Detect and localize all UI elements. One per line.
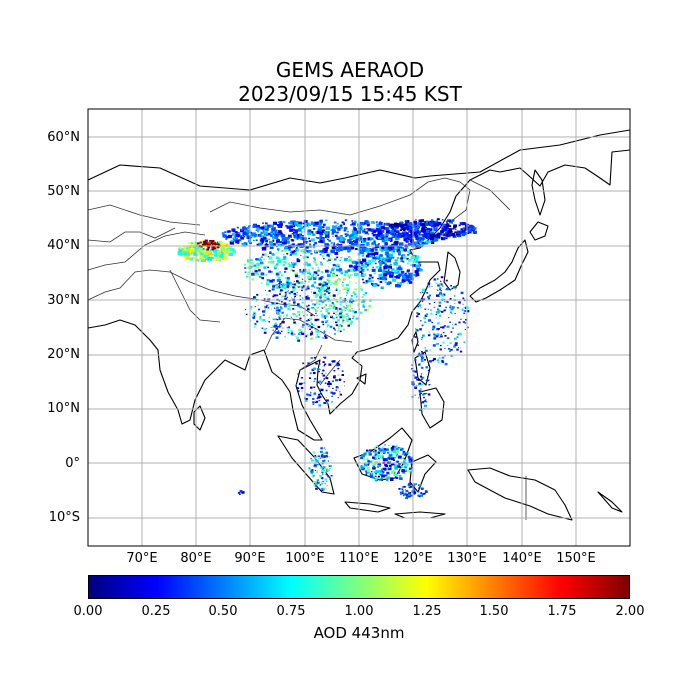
map-subtitle: 2023/09/15 15:45 KST — [238, 82, 462, 106]
lat-label-60n: 60°N — [47, 130, 80, 145]
colorbar-tick: 0.50 — [208, 604, 238, 619]
aod-pixels — [177, 218, 477, 500]
lat-label-20n: 20°N — [47, 347, 80, 362]
lon-label-90e: 90°E — [234, 551, 266, 566]
colorbar-label: AOD 443nm — [313, 624, 405, 642]
lon-label-100e: 100°E — [285, 551, 325, 566]
gridlines — [88, 109, 630, 546]
colorbar-tick: 0.00 — [73, 604, 103, 619]
colorbar-tick: 1.00 — [344, 604, 374, 619]
lat-label-40n: 40°N — [47, 238, 80, 253]
lat-label-0: 0° — [65, 456, 80, 471]
lat-label-50n: 50°N — [47, 184, 80, 199]
colorbar-tick: 2.00 — [615, 604, 645, 619]
map-frame — [87, 108, 631, 547]
lon-label-150e: 150°E — [556, 551, 596, 566]
colorbar-tick: 0.25 — [141, 604, 171, 619]
lon-label-70e: 70°E — [126, 551, 158, 566]
lat-label-30n: 30°N — [47, 293, 80, 308]
lon-label-130e: 130°E — [447, 551, 487, 566]
country-borders — [88, 177, 527, 520]
map-title: GEMS AERAOD — [275, 58, 425, 82]
colorbar-tick: 1.75 — [547, 604, 577, 619]
lat-label-10n: 10°N — [47, 401, 80, 416]
lon-label-120e: 120°E — [393, 551, 433, 566]
lon-label-140e: 140°E — [502, 551, 542, 566]
colorbar-tick: 0.75 — [276, 604, 306, 619]
lon-label-110e: 110°E — [339, 551, 379, 566]
colorbar — [88, 575, 630, 599]
colorbar-tick: 1.25 — [412, 604, 442, 619]
lon-label-80e: 80°E — [180, 551, 212, 566]
lat-label-10s: 10°S — [48, 510, 80, 525]
colorbar-tick: 1.50 — [479, 604, 509, 619]
